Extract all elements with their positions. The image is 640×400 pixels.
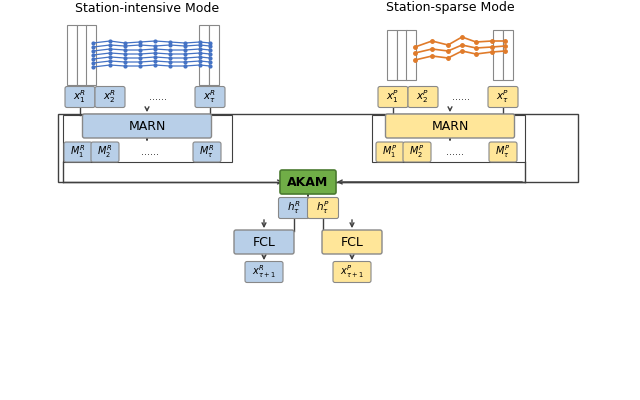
- FancyBboxPatch shape: [403, 142, 431, 162]
- FancyBboxPatch shape: [376, 142, 404, 162]
- Text: FCL: FCL: [253, 236, 275, 248]
- Text: MARN: MARN: [128, 120, 166, 132]
- Bar: [493, 30, 503, 80]
- FancyBboxPatch shape: [307, 198, 339, 218]
- Text: $M_2^P$: $M_2^P$: [410, 144, 424, 160]
- Text: FCL: FCL: [340, 236, 364, 248]
- Bar: [397, 30, 407, 80]
- Bar: [58, 114, 578, 182]
- Bar: [503, 30, 513, 80]
- FancyBboxPatch shape: [322, 230, 382, 254]
- Bar: [209, 25, 219, 85]
- Bar: [67, 25, 77, 85]
- FancyBboxPatch shape: [333, 262, 371, 282]
- Text: ......: ......: [446, 147, 464, 157]
- Text: $M_1^R$: $M_1^R$: [70, 144, 86, 160]
- Text: $x_1^R$: $x_1^R$: [74, 89, 86, 105]
- Text: $x_\tau^R$: $x_\tau^R$: [204, 89, 216, 105]
- FancyBboxPatch shape: [91, 142, 119, 162]
- Bar: [86, 25, 96, 85]
- Text: Station-sparse Mode: Station-sparse Mode: [386, 2, 515, 14]
- FancyBboxPatch shape: [64, 142, 92, 162]
- FancyBboxPatch shape: [193, 142, 221, 162]
- Text: ......: ......: [141, 147, 159, 157]
- Bar: [372, 115, 525, 162]
- FancyBboxPatch shape: [95, 86, 125, 108]
- Text: $x_2^R$: $x_2^R$: [104, 89, 116, 105]
- Bar: [77, 25, 87, 85]
- Text: ......: ......: [149, 92, 167, 102]
- Text: $h_\tau^R$: $h_\tau^R$: [287, 200, 301, 216]
- Text: $h_\tau^P$: $h_\tau^P$: [316, 200, 330, 216]
- FancyBboxPatch shape: [195, 86, 225, 108]
- Text: $x_{\tau+1}^R$: $x_{\tau+1}^R$: [252, 264, 276, 280]
- FancyBboxPatch shape: [385, 114, 515, 138]
- FancyBboxPatch shape: [408, 86, 438, 108]
- FancyBboxPatch shape: [378, 86, 408, 108]
- Text: AKAM: AKAM: [287, 176, 328, 188]
- Bar: [63, 115, 232, 162]
- FancyBboxPatch shape: [245, 262, 283, 282]
- Bar: [406, 30, 416, 80]
- FancyBboxPatch shape: [278, 198, 310, 218]
- Text: $x_\tau^P$: $x_\tau^P$: [497, 89, 509, 105]
- FancyBboxPatch shape: [489, 142, 517, 162]
- Text: ......: ......: [452, 92, 470, 102]
- Text: Station-intensive Mode: Station-intensive Mode: [75, 2, 219, 14]
- FancyBboxPatch shape: [488, 86, 518, 108]
- Text: $M_1^P$: $M_1^P$: [382, 144, 397, 160]
- Bar: [387, 30, 397, 80]
- Text: $M_2^R$: $M_2^R$: [97, 144, 113, 160]
- Text: $M_\tau^R$: $M_\tau^R$: [200, 144, 214, 160]
- FancyBboxPatch shape: [65, 86, 95, 108]
- Text: $x_{\tau+1}^P$: $x_{\tau+1}^P$: [340, 264, 364, 280]
- Bar: [199, 25, 209, 85]
- Text: $x_2^P$: $x_2^P$: [417, 89, 429, 105]
- FancyBboxPatch shape: [234, 230, 294, 254]
- FancyBboxPatch shape: [280, 170, 336, 194]
- Text: MARN: MARN: [431, 120, 468, 132]
- Text: $M_\tau^P$: $M_\tau^P$: [495, 144, 511, 160]
- FancyBboxPatch shape: [83, 114, 211, 138]
- Text: $x_1^P$: $x_1^P$: [387, 89, 399, 105]
